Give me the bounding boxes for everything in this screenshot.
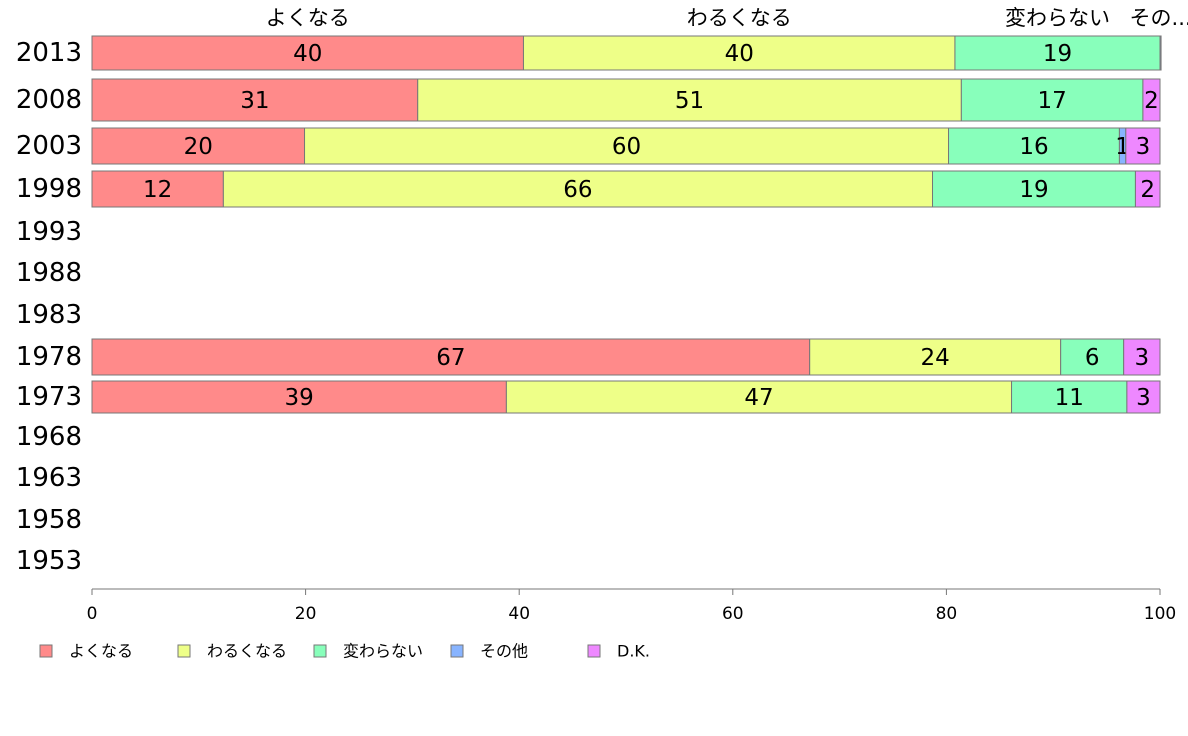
legend-label: わるくなる — [207, 642, 287, 661]
y-tick-label: 1978 — [16, 342, 82, 372]
bar-segment — [91, 380, 507, 414]
legend-swatch — [39, 644, 53, 658]
bar-segment — [417, 78, 962, 122]
legend-swatch — [587, 644, 601, 658]
bar-segment — [222, 170, 934, 208]
data-label: 12 — [143, 177, 172, 203]
bar-segment — [522, 35, 956, 71]
y-tick-label: 1958 — [16, 505, 82, 535]
data-label: 19 — [1043, 41, 1072, 67]
bar-segment — [91, 170, 224, 208]
data-label: 2 — [1144, 88, 1159, 114]
y-tick-label: 1963 — [16, 463, 82, 493]
data-label: 40 — [293, 41, 322, 67]
x-tick-label: 100 — [1144, 604, 1176, 624]
y-tick-label: 2008 — [16, 85, 82, 115]
data-label: 6 — [1085, 345, 1100, 371]
y-tick-label: 1973 — [16, 382, 82, 412]
x-tick-label: 60 — [722, 604, 744, 624]
bar-segment — [954, 35, 1161, 71]
x-tick-label: 40 — [508, 604, 530, 624]
bar-segment — [91, 338, 811, 376]
data-label: 3 — [1136, 385, 1151, 411]
bar-segment — [1123, 338, 1161, 376]
data-label: 40 — [725, 41, 754, 67]
data-label: 51 — [675, 88, 704, 114]
bar-segment — [1134, 170, 1161, 208]
bar-segment — [505, 380, 1013, 414]
x-tick-label: 0 — [87, 604, 98, 624]
top-series-label: わるくなる — [687, 6, 792, 30]
data-label: 11 — [1055, 385, 1084, 411]
bar-segment — [91, 127, 306, 165]
data-label: 31 — [240, 88, 269, 114]
legend-swatch — [450, 644, 464, 658]
data-label: 3 — [1135, 345, 1150, 371]
bar-segment — [1125, 127, 1161, 165]
data-label: 24 — [921, 345, 950, 371]
legend-swatch — [177, 644, 191, 658]
y-tick-label: 2003 — [16, 131, 82, 161]
y-tick-label: 1983 — [16, 300, 82, 330]
bar-segment — [948, 127, 1120, 165]
data-label: 66 — [563, 177, 592, 203]
legend-label: その他 — [480, 642, 528, 661]
bar-segment — [960, 78, 1144, 122]
top-series-label: よくなる — [266, 6, 350, 30]
data-label: 17 — [1037, 88, 1066, 114]
bar-segment — [91, 35, 524, 71]
y-tick-label: 1968 — [16, 422, 82, 452]
data-label: 47 — [744, 385, 773, 411]
bar-segment — [1159, 35, 1162, 71]
legend-swatch — [313, 644, 327, 658]
data-label: 16 — [1019, 134, 1048, 160]
bar-segment — [91, 78, 419, 122]
legend-label: D.K. — [617, 642, 650, 661]
legend-label: 変わらない — [343, 642, 423, 661]
legend-label: よくなる — [69, 642, 133, 661]
x-tick-label: 80 — [936, 604, 958, 624]
bar-segment — [809, 338, 1062, 376]
bar-segment — [1060, 338, 1125, 376]
bar-segment — [932, 170, 1136, 208]
y-tick-label: 1988 — [16, 258, 82, 288]
bar-segment — [1011, 380, 1128, 414]
top-series-label: その... — [1130, 6, 1188, 30]
bar-segment — [1126, 380, 1161, 414]
y-tick-label: 1993 — [16, 217, 82, 247]
data-label: 60 — [612, 134, 641, 160]
data-label: 67 — [436, 345, 465, 371]
bar-segment — [1142, 78, 1161, 122]
data-label: 3 — [1136, 134, 1151, 160]
y-tick-label: 1953 — [16, 546, 82, 576]
bar-segment — [304, 127, 950, 165]
data-label: 19 — [1019, 177, 1048, 203]
data-label: 20 — [184, 134, 213, 160]
data-label: 2 — [1140, 177, 1155, 203]
x-tick-label: 20 — [295, 604, 317, 624]
y-tick-label: 1998 — [16, 174, 82, 204]
y-tick-label: 2013 — [16, 38, 82, 68]
top-series-label: 変わらない — [1005, 6, 1110, 30]
data-label: 39 — [285, 385, 314, 411]
